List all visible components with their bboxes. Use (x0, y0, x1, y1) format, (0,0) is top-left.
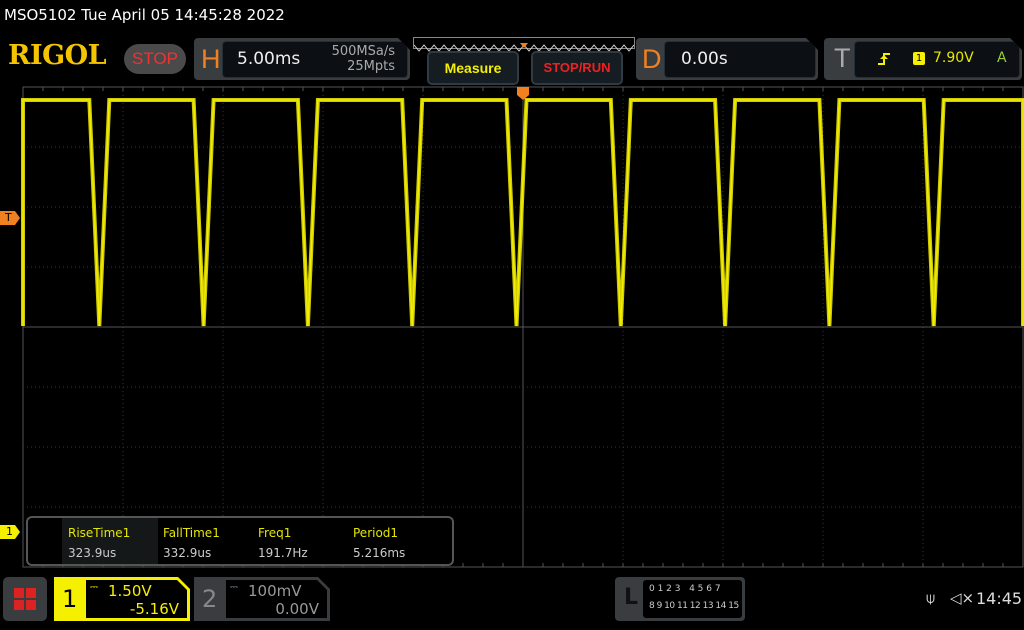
sample-rate: 500MSa/s (331, 44, 395, 59)
trigger-position-marker (517, 87, 529, 100)
trigger-level-marker[interactable]: T (0, 211, 20, 225)
measurement-panel: RiseTime1 323.9us FallTime1 332.9us Freq… (26, 516, 454, 566)
channel2-scale: 100mV (248, 582, 302, 600)
rigol-logo: RIGOL (8, 40, 107, 71)
channel1-offset: -5.16V (129, 600, 179, 618)
menu-button[interactable] (3, 577, 47, 621)
memory-depth: 25Mpts (347, 59, 395, 74)
run-state-badge[interactable]: STOP (124, 44, 186, 74)
delay-panel[interactable]: D 0.00s (636, 38, 818, 80)
measurement-label: FallTime1 (163, 526, 220, 540)
trigger-source-badge: 1 (913, 52, 925, 65)
channel2-number: 2 (202, 585, 218, 613)
measurement-value: 332.9us (163, 546, 212, 560)
channel1-offset-marker[interactable]: 1 (0, 525, 20, 539)
horizontal-letter: H (201, 44, 221, 74)
measurement-value: 323.9us (68, 546, 117, 560)
stop-run-button[interactable]: STOP/RUN (531, 51, 623, 85)
memory-position-bar (413, 37, 635, 52)
rising-edge-icon (877, 52, 891, 66)
trigger-letter: T (834, 43, 851, 73)
channel2-offset: 0.00V (275, 600, 319, 618)
logic-letter: L (624, 585, 639, 610)
dc-coupling-icon: ⎓ (230, 582, 238, 593)
grid-menu-icon (14, 588, 36, 610)
clock-time: 14:45 (976, 589, 1023, 608)
title-bar: MSO5102 Tue April 05 14:45:28 2022 (4, 6, 285, 24)
timebase-value: 5.00ms (237, 49, 301, 69)
channel1-scale: 1.50V (108, 582, 152, 600)
channel2-panel[interactable]: 2 ⎓ 100mV 0.00V (194, 577, 330, 621)
channel1-number: 1 (62, 585, 78, 613)
delay-value: 0.00s (681, 49, 728, 69)
measurement-label: Period1 (353, 526, 399, 540)
speaker-muted-icon[interactable]: ◁× (950, 589, 975, 607)
trigger-panel[interactable]: T 1 7.90V A (824, 38, 1022, 80)
logic-channels-row2: 8 9 10 11 12 13 14 15 (649, 601, 739, 611)
usb-icon: ⍦ (926, 589, 936, 607)
delay-letter: D (642, 44, 662, 74)
measurement-value: 191.7Hz (258, 546, 308, 560)
trigger-level: 7.90V (933, 50, 974, 66)
logic-panel[interactable]: L 0 1 2 3 4 5 6 7 8 9 10 11 12 13 14 15 (615, 577, 745, 621)
channel1-waveform-noise-band (21, 98, 1024, 327)
dc-coupling-icon: ⎓ (90, 582, 98, 593)
measurement-highlight (62, 518, 158, 564)
trigger-mode: A (997, 50, 1007, 66)
logic-channels-row1: 0 1 2 3 4 5 6 7 (649, 584, 721, 594)
waveform-display[interactable] (0, 86, 1024, 570)
memory-wave-icon (413, 43, 635, 52)
measurement-value: 5.216ms (353, 546, 406, 560)
measurement-label: RiseTime1 (68, 526, 131, 540)
measurement-label: Freq1 (258, 526, 292, 540)
measure-button[interactable]: Measure (427, 51, 519, 85)
horizontal-panel[interactable]: H 5.00ms 500MSa/s 25Mpts (194, 38, 410, 80)
channel1-panel[interactable]: 1 ⎓ 1.50V -5.16V (54, 577, 190, 621)
